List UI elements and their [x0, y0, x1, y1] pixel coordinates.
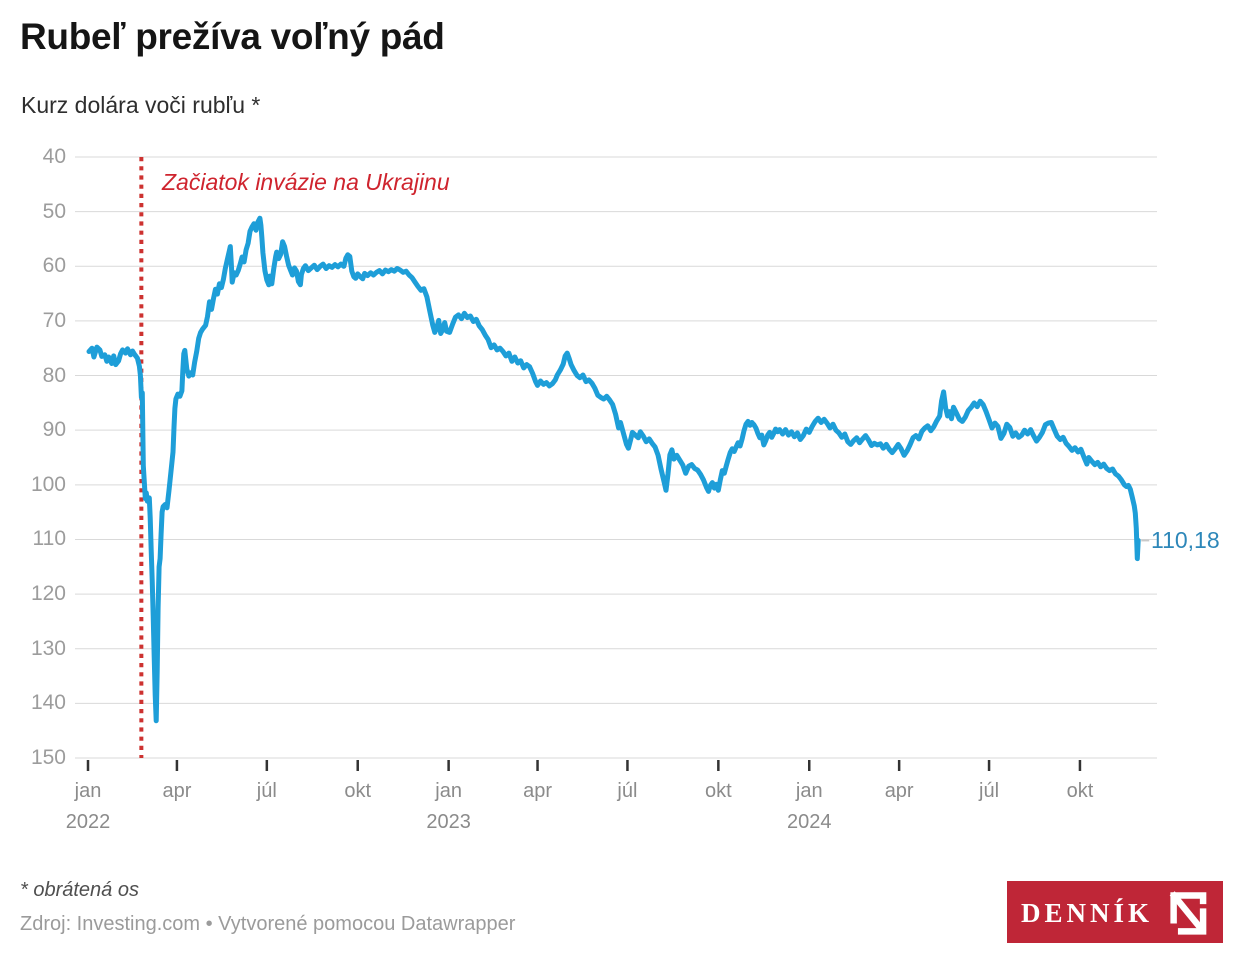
- y-axis-label: 90: [42, 418, 66, 442]
- y-axis-label: 70: [42, 308, 66, 332]
- y-axis-label: 140: [30, 691, 66, 715]
- chart-title: Rubeľ prežíva voľný pád: [20, 16, 445, 57]
- y-axis-label: 150: [30, 745, 66, 769]
- chart-subtitle: Kurz dolára voči rubľu *: [21, 92, 261, 118]
- x-axis-label: jan: [74, 780, 102, 802]
- dennik-n-mark-icon: [1169, 891, 1207, 935]
- x-axis-label: okt: [1066, 780, 1094, 802]
- logo-wordmark: DENNÍK: [1021, 897, 1154, 928]
- x-axis-label: apr: [884, 780, 914, 802]
- x-axis-label: apr: [162, 780, 192, 802]
- x-axis-label: okt: [705, 780, 732, 802]
- x-axis-label: apr: [523, 780, 552, 802]
- y-axis-label: 80: [42, 363, 66, 387]
- y-axis-label: 110: [32, 527, 66, 551]
- last-value-label: 110,18: [1151, 527, 1220, 553]
- x-axis-year-label: 2023: [426, 811, 471, 833]
- x-axis-label: júl: [617, 780, 638, 802]
- x-axis-label: júl: [256, 780, 277, 802]
- x-axis-label: júl: [979, 780, 1000, 802]
- x-axis-label: jan: [795, 780, 823, 802]
- y-axis-label: 60: [42, 254, 66, 278]
- y-axis-label: 100: [30, 472, 66, 496]
- y-axis-label: 40: [42, 145, 66, 168]
- footnote: * obrátená os: [20, 879, 139, 901]
- x-axis-label: okt: [344, 780, 372, 802]
- invasion-annotation: Začiatok invázie na Ukrajinu: [162, 169, 450, 195]
- x-axis-year-label: 2024: [786, 811, 832, 833]
- line-chart-plot: [75, 156, 1157, 771]
- y-axis-label: 120: [30, 582, 66, 606]
- dennik-n-logo: DENNÍK: [1007, 881, 1223, 943]
- x-axis-label: jan: [435, 780, 462, 802]
- source-line: Zdroj: Investing.com • Vytvorené pomocou…: [20, 913, 516, 935]
- y-axis-label: 50: [42, 199, 66, 223]
- x-axis-year-label: 2022: [65, 811, 111, 833]
- y-axis-label: 130: [30, 636, 66, 660]
- usd-rub-line-series: [86, 215, 1141, 724]
